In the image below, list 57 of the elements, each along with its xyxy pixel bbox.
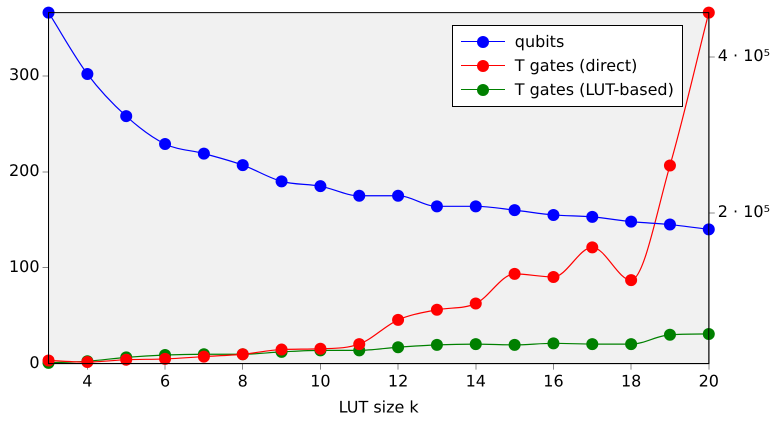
y2-tick-label: 4 · 10⁵ bbox=[718, 46, 770, 66]
point bbox=[430, 200, 443, 212]
point bbox=[508, 338, 521, 351]
x-axis-title: LUT size k bbox=[338, 398, 420, 417]
point bbox=[120, 110, 132, 122]
point bbox=[353, 190, 366, 202]
x-tick-label: 4 bbox=[82, 371, 92, 390]
point bbox=[547, 208, 560, 221]
point bbox=[547, 271, 560, 284]
x-tick-label: 12 bbox=[388, 371, 408, 390]
point bbox=[392, 190, 404, 202]
x-tick-label: 6 bbox=[160, 371, 170, 390]
point bbox=[430, 338, 443, 351]
point bbox=[470, 200, 482, 212]
point bbox=[198, 148, 210, 160]
point bbox=[81, 68, 94, 80]
point bbox=[314, 180, 326, 192]
y-tick-label: 300 bbox=[8, 65, 40, 84]
point bbox=[664, 159, 676, 172]
point bbox=[392, 314, 404, 326]
point bbox=[276, 175, 288, 188]
point bbox=[430, 304, 443, 316]
point bbox=[508, 268, 521, 280]
y2-tick-label: 2 · 10⁵ bbox=[718, 202, 770, 222]
x-tick-label: 20 bbox=[698, 371, 719, 390]
legend-label: T gates (LUT-based) bbox=[514, 78, 674, 101]
point bbox=[470, 298, 482, 310]
point bbox=[159, 352, 172, 365]
point bbox=[42, 6, 55, 19]
point bbox=[159, 138, 172, 150]
y-tick-label: 0 bbox=[29, 352, 40, 372]
x-tick-label: 8 bbox=[238, 371, 248, 390]
point bbox=[625, 274, 638, 286]
legend-label: qubits bbox=[514, 30, 564, 53]
point bbox=[470, 338, 482, 350]
x-tick-label: 14 bbox=[466, 371, 486, 390]
x-tick-label: 16 bbox=[543, 371, 564, 390]
y-tick-label: 200 bbox=[8, 160, 40, 180]
point bbox=[198, 350, 210, 363]
point bbox=[625, 338, 638, 350]
point bbox=[625, 216, 638, 228]
point bbox=[664, 328, 676, 341]
point bbox=[508, 204, 521, 216]
point bbox=[586, 338, 598, 350]
point bbox=[664, 218, 676, 231]
legend-label: T gates (direct) bbox=[514, 54, 638, 77]
point bbox=[120, 354, 132, 366]
point bbox=[353, 338, 366, 350]
x-tick-label: 18 bbox=[620, 371, 642, 390]
point bbox=[702, 328, 715, 340]
point bbox=[586, 241, 598, 254]
point bbox=[547, 337, 560, 350]
point bbox=[236, 159, 249, 172]
point bbox=[392, 341, 404, 354]
x-tick-label: 10 bbox=[310, 371, 331, 390]
y-tick-label: 100 bbox=[8, 256, 40, 276]
point bbox=[586, 210, 598, 223]
